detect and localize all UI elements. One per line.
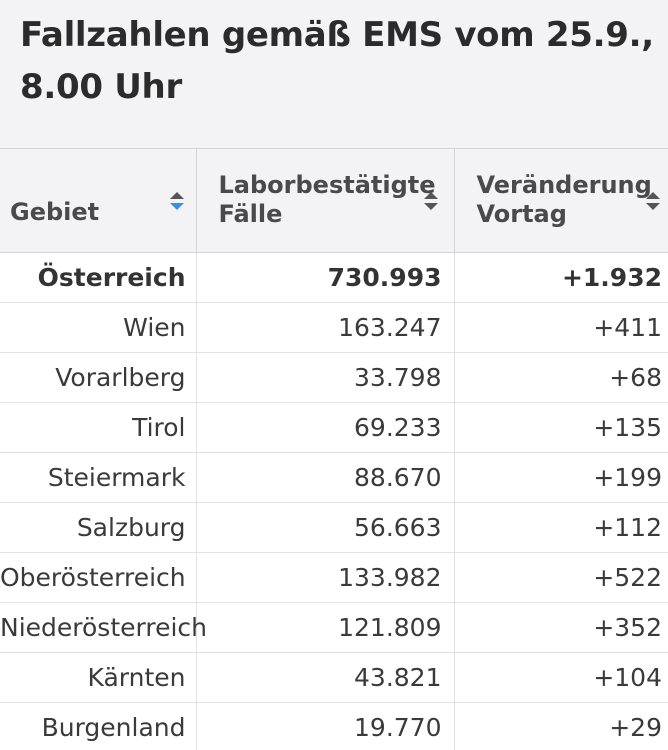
table-row: Wien 163.247 +411 [0,302,668,353]
table-row-total: Österreich 730.993 +1.932 [0,252,668,303]
cell-change: +112 [454,502,668,553]
cell-region: Salzburg [0,502,197,553]
cell-region: Burgenland [0,702,197,750]
cell-region: Niederösterreich [0,602,207,653]
table-row: Steiermark 88.670 +199 [0,452,668,503]
cell-change: +104 [454,652,668,703]
sort-ascending-icon[interactable] [168,189,186,213]
cell-cases: 133.982 [196,552,455,603]
cell-region: Vorarlberg [0,352,197,403]
column-header-region[interactable]: Gebiet [0,149,197,253]
cell-region: Steiermark [0,452,197,503]
cell-cases: 163.247 [196,302,455,353]
table-row: Tirol 69.233 +135 [0,402,668,453]
table-row: Niederösterreich 121.809 +352 [0,602,668,653]
cell-cases: 88.670 [196,452,455,503]
cell-region: Österreich [0,252,197,303]
cell-cases: 69.233 [196,402,455,453]
column-header-label: Veränderung Vortag [476,171,652,228]
cell-cases: 121.809 [196,602,455,653]
cell-region: Kärnten [0,652,197,703]
cell-change: +411 [454,302,668,353]
cell-change: +135 [454,402,668,453]
cell-cases: 56.663 [196,502,455,553]
cell-cases: 33.798 [196,352,455,403]
cell-change: +199 [454,452,668,503]
cell-cases: 19.770 [196,702,455,750]
table-row: Salzburg 56.663 +112 [0,502,668,553]
cell-cases: 43.821 [196,652,455,703]
cell-change: +352 [454,602,668,653]
table-container: Gebiet Laborbestätigte Fälle [0,148,668,750]
sort-icon[interactable] [644,189,662,213]
table-row: Kärnten 43.821 +104 [0,652,668,703]
cell-region: Wien [0,302,197,353]
table-row: Vorarlberg 33.798 +68 [0,352,668,403]
cell-cases: 730.993 [196,252,455,303]
page-title: Fallzahlen gemäß EMS vom 25.9., 8.00 Uhr [20,15,654,107]
title-area: Fallzahlen gemäß EMS vom 25.9., 8.00 Uhr [0,0,668,148]
column-header-change[interactable]: Veränderung Vortag [454,149,668,253]
sort-icon[interactable] [422,189,440,213]
cell-change: +29 [454,702,668,750]
cell-change: +1.932 [454,252,668,303]
cell-region: Tirol [0,402,197,453]
column-header-label: Laborbestätigte Fälle [218,171,436,228]
column-header-label: Gebiet [10,198,100,226]
case-table: Gebiet Laborbestätigte Fälle [0,149,668,750]
cell-region: Oberösterreich [0,552,197,603]
table-row: Burgenland 19.770 +29 [0,702,668,750]
cell-change: +522 [454,552,668,603]
cell-change: +68 [454,352,668,403]
column-header-cases[interactable]: Laborbestätigte Fälle [196,149,455,253]
table-row: Oberösterreich 133.982 +522 [0,552,668,603]
table-header-row: Gebiet Laborbestätigte Fälle [0,149,668,253]
